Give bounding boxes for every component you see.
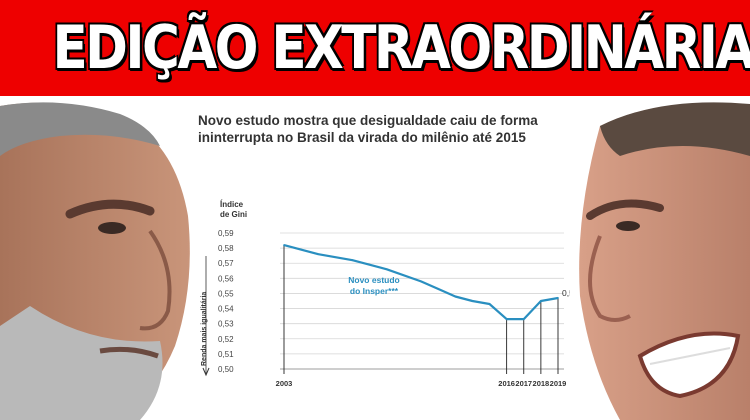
data-point xyxy=(283,244,285,246)
left-portrait xyxy=(0,96,200,420)
data-point xyxy=(420,280,422,283)
data-point xyxy=(454,295,457,298)
banner: EDIÇÃO EXTRAORDINÁRIA xyxy=(0,0,750,96)
x-tick-label: 2018 xyxy=(533,379,550,388)
y-tick-label: 0,58 xyxy=(218,244,234,253)
y-axis-label: de Gini xyxy=(220,210,247,219)
y-tick-label: 0,51 xyxy=(218,350,234,359)
x-tick-label: 2003 xyxy=(276,379,293,388)
data-point xyxy=(317,253,320,256)
y-tick-label: 0,53 xyxy=(218,320,234,329)
side-arrow-icon xyxy=(202,367,210,377)
data-point xyxy=(351,259,354,262)
data-point xyxy=(471,300,474,302)
y-axis-label: Índice xyxy=(220,200,244,209)
data-point xyxy=(385,268,388,271)
side-label: Renda mais igualitária xyxy=(201,292,208,366)
data-point xyxy=(488,303,491,305)
chart-panel: Novo estudo mostra que desigualdade caiu… xyxy=(190,96,570,420)
y-tick-label: 0,59 xyxy=(218,229,234,238)
y-tick-label: 0,56 xyxy=(218,274,234,283)
data-point xyxy=(522,318,525,321)
series-label: do Insper*** xyxy=(350,286,399,296)
data-point xyxy=(437,288,440,290)
right-portrait xyxy=(560,96,750,420)
data-point xyxy=(557,297,559,299)
y-tick-label: 0,55 xyxy=(218,289,234,298)
y-tick-label: 0,57 xyxy=(218,259,234,268)
x-tick-label: 2016 xyxy=(498,379,515,388)
x-tick-label: 2019 xyxy=(550,379,567,388)
chart-title: Novo estudo mostra que desigualdade caiu… xyxy=(198,113,538,145)
data-point xyxy=(539,300,542,302)
y-tick-label: 0,52 xyxy=(218,335,234,344)
end-value-label: 0,547 xyxy=(562,288,570,298)
banner-title: EDIÇÃO EXTRAORDINÁRIA xyxy=(52,13,750,83)
y-tick-label: 0,54 xyxy=(218,305,234,314)
x-tick-label: 2017 xyxy=(515,379,532,388)
y-tick-label: 0,50 xyxy=(218,365,234,374)
data-point xyxy=(505,318,508,321)
series-label: Novo estudo xyxy=(348,275,399,285)
